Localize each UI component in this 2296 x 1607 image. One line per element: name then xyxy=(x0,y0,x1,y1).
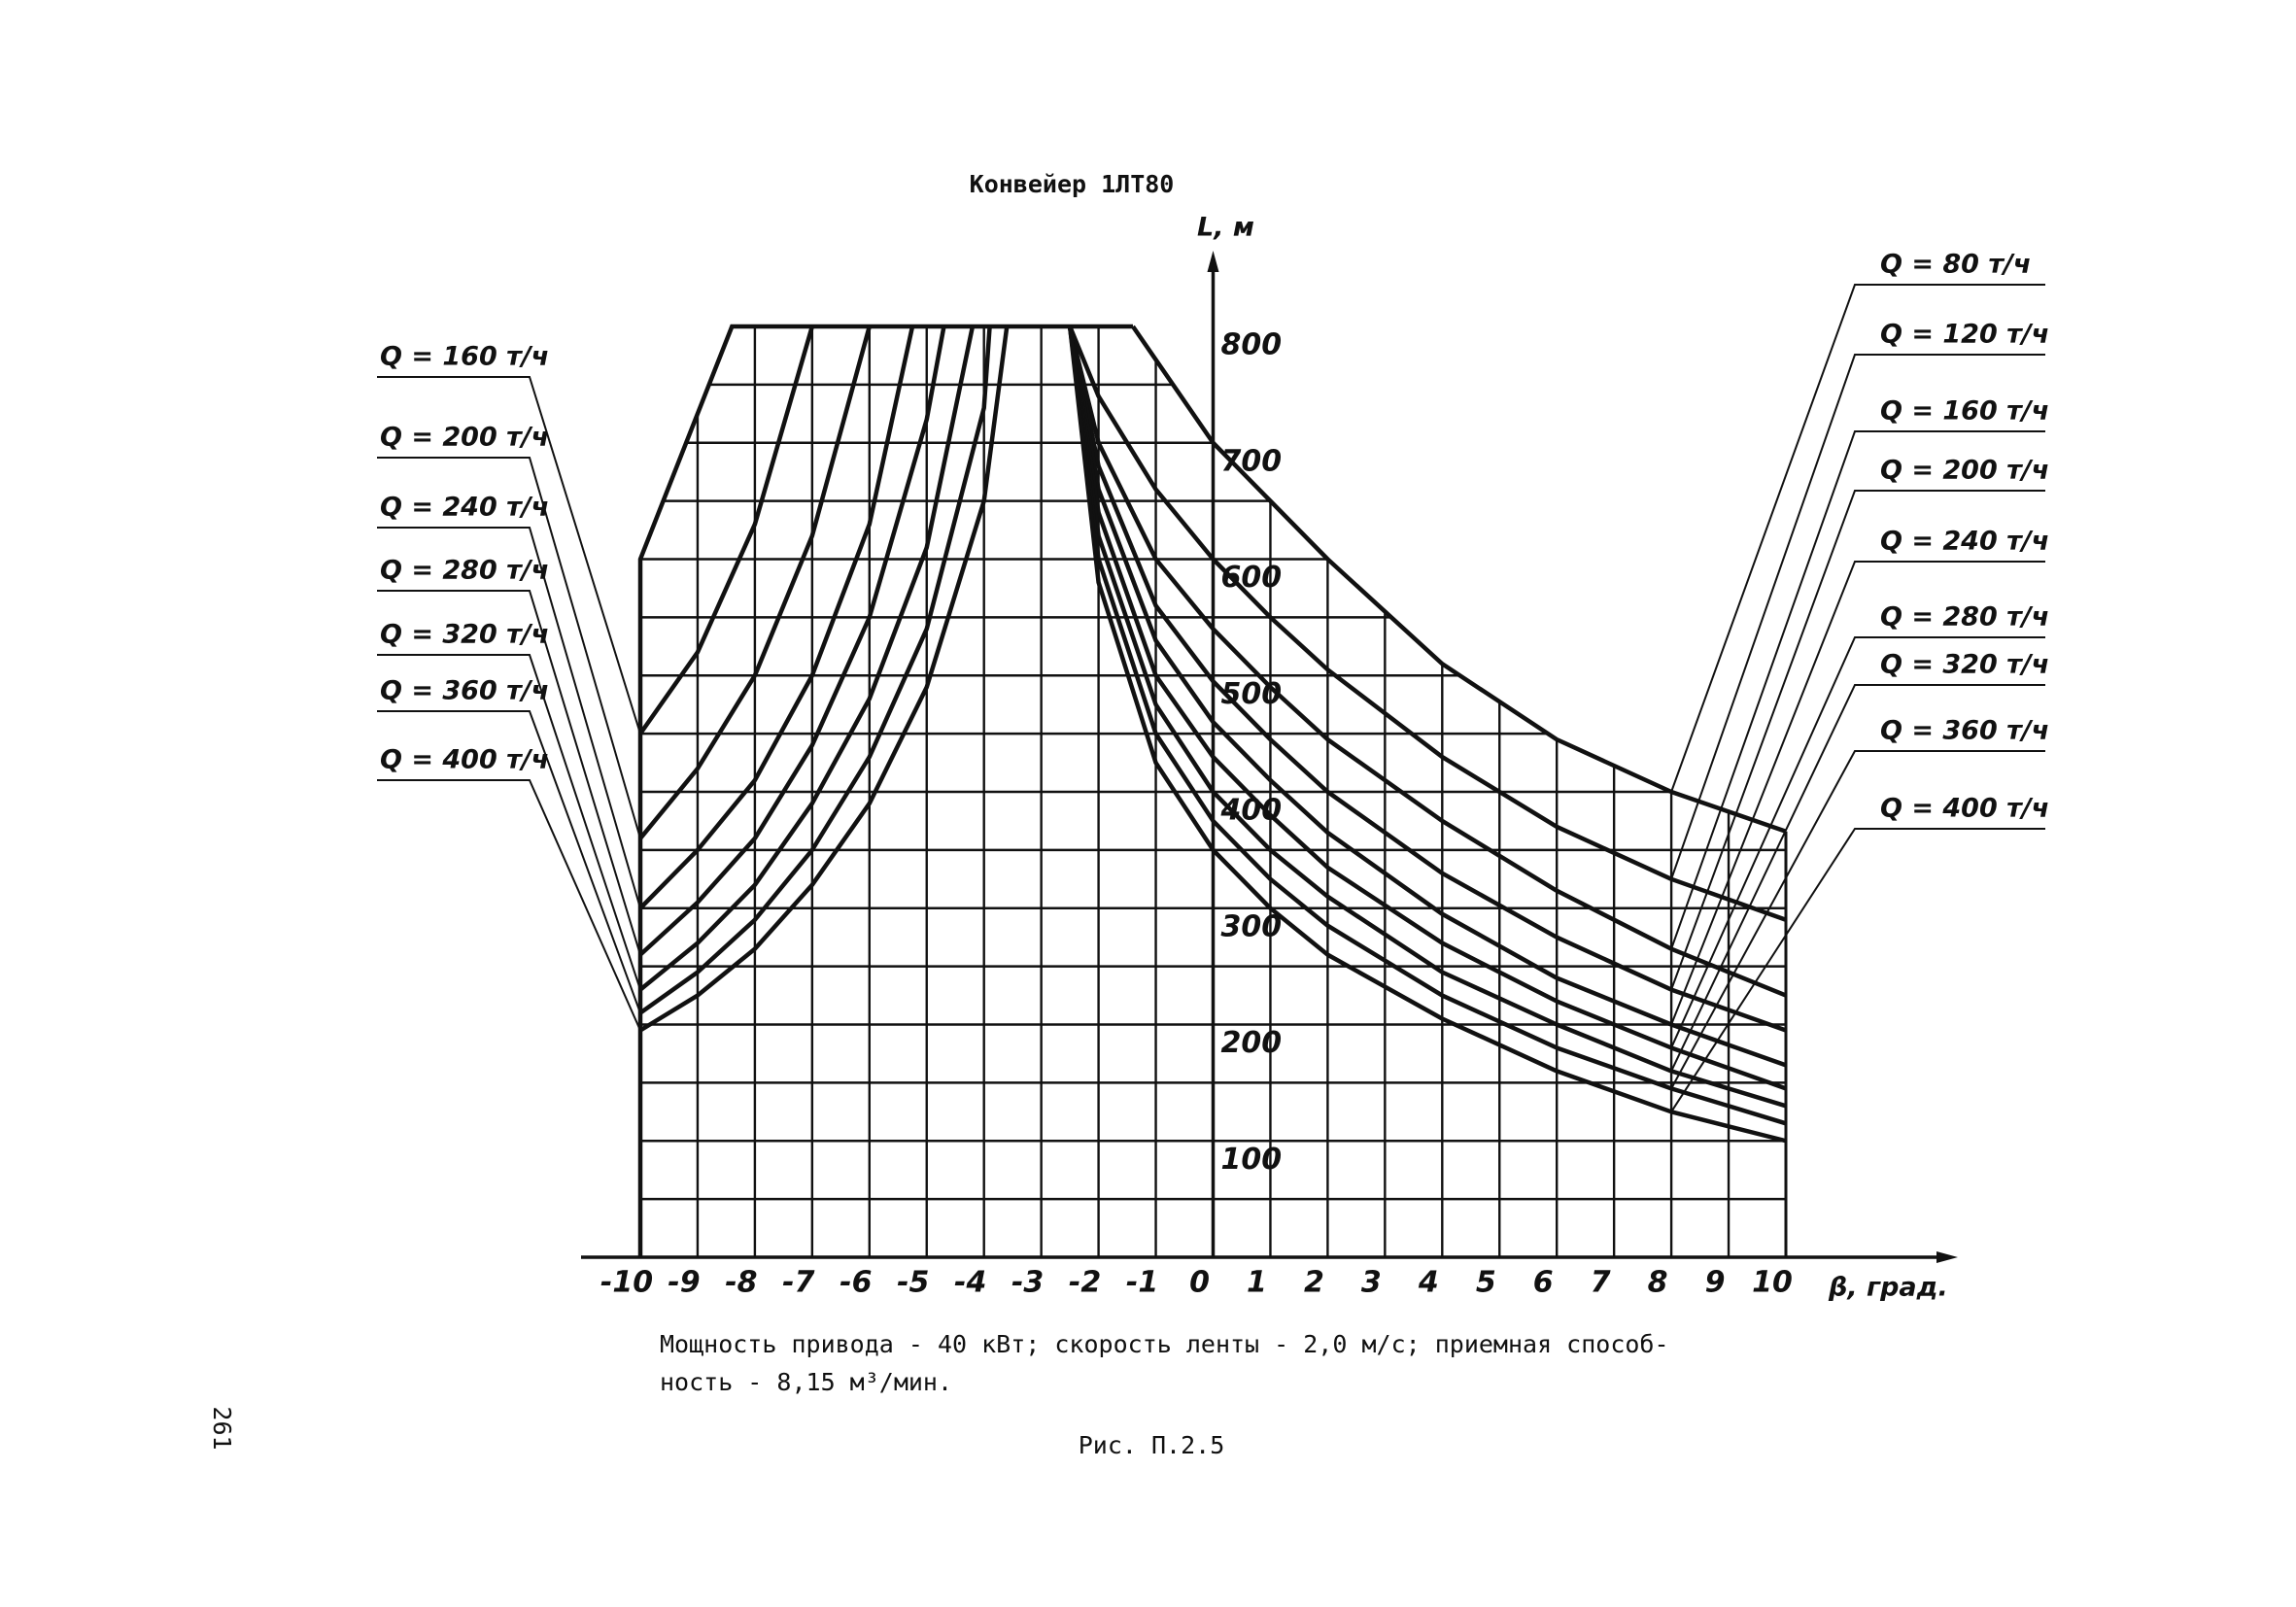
leader-line xyxy=(377,457,641,839)
series-label: Q = 360 т/ч xyxy=(1880,716,2049,746)
x-tick-label: -10 xyxy=(600,1266,653,1300)
figure-label: Рис. П.2.5 xyxy=(1079,1431,1225,1459)
curve xyxy=(1067,325,1787,998)
x-axis-arrow xyxy=(1936,1251,1958,1263)
curve xyxy=(1067,325,1787,1068)
curve xyxy=(1131,325,1787,834)
x-tick-label: 5 xyxy=(1476,1266,1496,1300)
x-tick-label: 3 xyxy=(1361,1266,1382,1300)
x-tick-label: 6 xyxy=(1533,1266,1554,1300)
y-tick-label: 200 xyxy=(1221,1026,1283,1060)
curve xyxy=(638,325,1010,1033)
leader-line xyxy=(1670,750,2045,1089)
x-tick-label: -5 xyxy=(897,1266,929,1300)
curve xyxy=(1067,325,1787,1091)
series-label: Q = 240 т/ч xyxy=(380,493,549,523)
x-tick-label: 0 xyxy=(1189,1266,1210,1300)
series-label: Q = 280 т/ч xyxy=(380,556,549,586)
x-tick-label: 7 xyxy=(1591,1266,1611,1300)
curve xyxy=(1067,325,1787,1126)
x-tick-label: 9 xyxy=(1705,1266,1726,1300)
series-label: Q = 160 т/ч xyxy=(380,342,549,372)
series-label: Q = 320 т/ч xyxy=(1880,650,2049,680)
series-label: Q = 80 т/ч xyxy=(1880,250,2031,280)
leader-line xyxy=(1670,430,2045,949)
note: ность - 8,15 м³/мин. xyxy=(660,1368,952,1396)
y-tick-label: 100 xyxy=(1221,1143,1283,1177)
series-label: Q = 400 т/ч xyxy=(1880,794,2049,824)
curve xyxy=(1067,325,1787,1109)
series-label: Q = 360 т/ч xyxy=(380,676,549,706)
y-tick-label: 500 xyxy=(1221,677,1283,711)
series-label: Q = 200 т/ч xyxy=(1880,456,2049,486)
series-label: Q = 160 т/ч xyxy=(1880,396,2049,427)
x-tick-label: -3 xyxy=(1011,1266,1044,1300)
y-tick-label: 800 xyxy=(1221,328,1283,362)
curve xyxy=(638,325,815,735)
leader-line xyxy=(377,654,641,990)
leader-line xyxy=(377,527,641,909)
curve xyxy=(1068,325,1787,922)
series-label: Q = 120 т/ч xyxy=(1880,320,2049,350)
curve xyxy=(638,325,976,992)
chart-title: Конвейер 1ЛТ80 xyxy=(970,170,1175,198)
x-tick-label: 4 xyxy=(1418,1266,1439,1300)
x-tick-label: -7 xyxy=(782,1266,814,1300)
x-tick-label: 8 xyxy=(1648,1266,1668,1300)
leader-line xyxy=(1670,636,2045,1048)
curve xyxy=(638,325,915,910)
curve xyxy=(638,325,946,957)
x-tick-label: 10 xyxy=(1752,1266,1793,1300)
series-label: Q = 320 т/ч xyxy=(380,620,549,650)
x-tick-label: 2 xyxy=(1304,1266,1324,1300)
x-tick-label: -1 xyxy=(1126,1266,1158,1300)
y-axis-arrow xyxy=(1207,251,1219,272)
series-label: Q = 200 т/ч xyxy=(380,423,549,453)
x-axis-label: β, град. xyxy=(1828,1273,1948,1303)
leader-line xyxy=(1670,284,2045,793)
leader-line xyxy=(1670,828,2045,1112)
leader-line xyxy=(377,376,641,735)
leader-line xyxy=(1670,684,2045,1072)
x-tick-label: -2 xyxy=(1069,1266,1101,1300)
curve xyxy=(1067,325,1787,1144)
leader-line xyxy=(1670,354,2045,880)
x-tick-label: -6 xyxy=(840,1266,872,1300)
leader-line xyxy=(377,590,641,955)
leader-line xyxy=(1670,490,2045,990)
y-tick-label: 300 xyxy=(1221,909,1283,943)
series-label: Q = 240 т/ч xyxy=(1880,527,2049,557)
y-axis-label: L, м xyxy=(1197,213,1254,243)
leader-line xyxy=(377,710,641,1013)
leader-line xyxy=(1670,561,2045,1025)
series-label: Q = 280 т/ч xyxy=(1880,602,2049,633)
curve xyxy=(638,325,872,840)
leader-line xyxy=(377,779,641,1031)
x-tick-label: -4 xyxy=(954,1266,986,1300)
x-tick-label: 1 xyxy=(1247,1266,1267,1300)
x-tick-label: -8 xyxy=(725,1266,757,1300)
curve xyxy=(1067,325,1787,1033)
series-label: Q = 400 т/ч xyxy=(380,745,549,775)
page-number: 261 xyxy=(208,1406,236,1450)
x-tick-label: -9 xyxy=(668,1266,700,1300)
note: Мощность привода - 40 кВт; скорость лент… xyxy=(660,1330,1669,1358)
curve xyxy=(638,325,992,1015)
